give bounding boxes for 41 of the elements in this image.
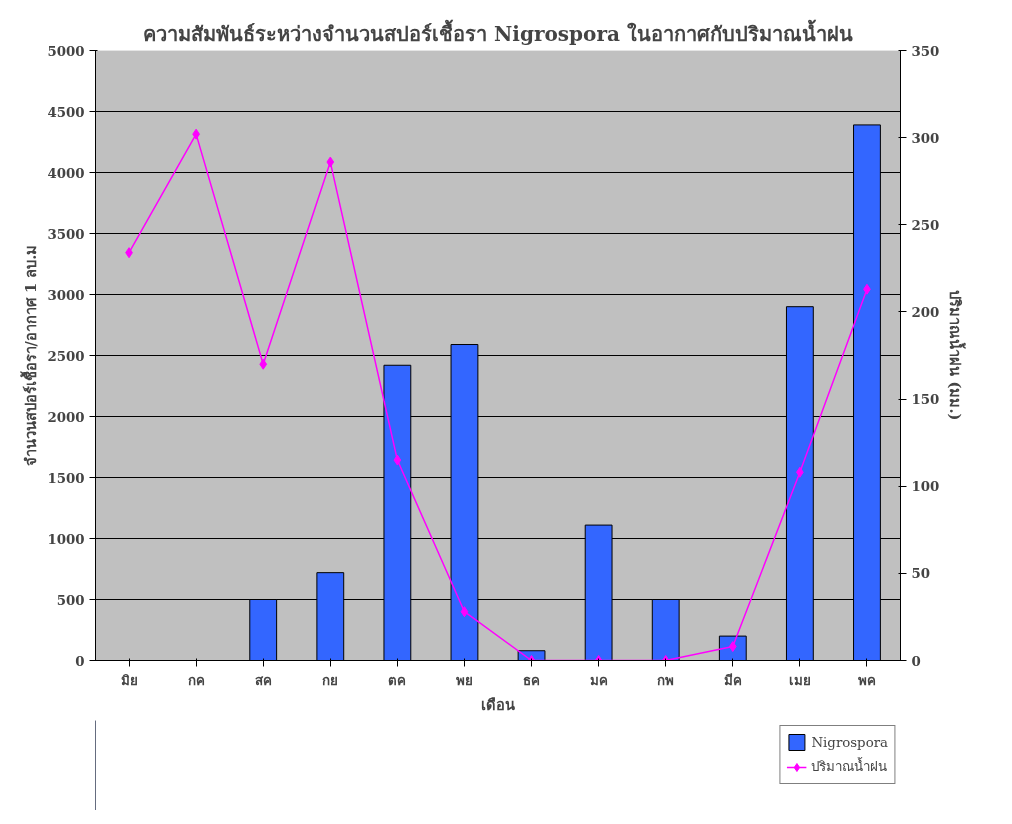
y-tick-label: 5000 [47,42,85,59]
x-tick-label: กย [322,671,339,688]
legend-label: Nigrospora [811,734,888,750]
x-tick-label: เมย [788,671,811,688]
y-tick-label: 4500 [47,103,85,120]
x-tick-label: มีค [723,671,742,688]
x-tick-label: มค [589,671,608,688]
x-tick-label: มิย [120,671,138,688]
x-tick-label: กค [187,671,205,688]
point [393,454,402,466]
y-tick-label: 0 [75,652,85,669]
y2-tick-label: 100 [911,478,940,495]
y-tick-label: 1500 [47,469,85,486]
y2-tick-label: 0 [911,652,921,669]
y-tick-label: 2500 [47,347,85,364]
y2-tick-label: 200 [911,303,940,320]
y-tick-label: 1000 [47,530,85,547]
y2-tick-label: 350 [911,42,940,59]
point [326,156,335,168]
y2-tick-label: 250 [911,216,940,233]
y2-tick-label: 150 [911,391,940,408]
x-tick-label: ธค [523,671,541,688]
y2-tick-label: 300 [911,129,940,146]
x-tick-label: กพ [657,671,675,688]
y2-axis-title: ปริมาณน้ำฝน (มม.) [947,290,967,421]
chart-title: ความสัมพันธ์ระหว่างจำนวนสปอร์เชื้อรา Nigrospora ในอากาศกับปริมาณน้ำฝน [143,18,853,46]
x-tick-label: พค [857,671,876,688]
y-tick-label: 3500 [47,225,85,242]
x-tick-label: พย [455,671,473,688]
x-tick-label: ตค [388,671,407,688]
y-tick-label: 4000 [47,164,85,181]
y-tick-label: 500 [56,591,85,608]
y-axis-title: จำนวนสปอร์เชื้อรา/อากาศ 1 ลบ.ม [20,244,40,467]
legend-label: ปริมาณน้ำฝน [811,756,888,776]
x-axis-title: เดือน [481,695,515,713]
point [259,358,268,370]
y2-tick-label: 50 [911,565,931,582]
y-tick-label: 2000 [47,408,85,425]
point [460,606,469,618]
x-tick-label: สค [254,671,272,688]
y-tick-label: 3000 [47,286,85,303]
